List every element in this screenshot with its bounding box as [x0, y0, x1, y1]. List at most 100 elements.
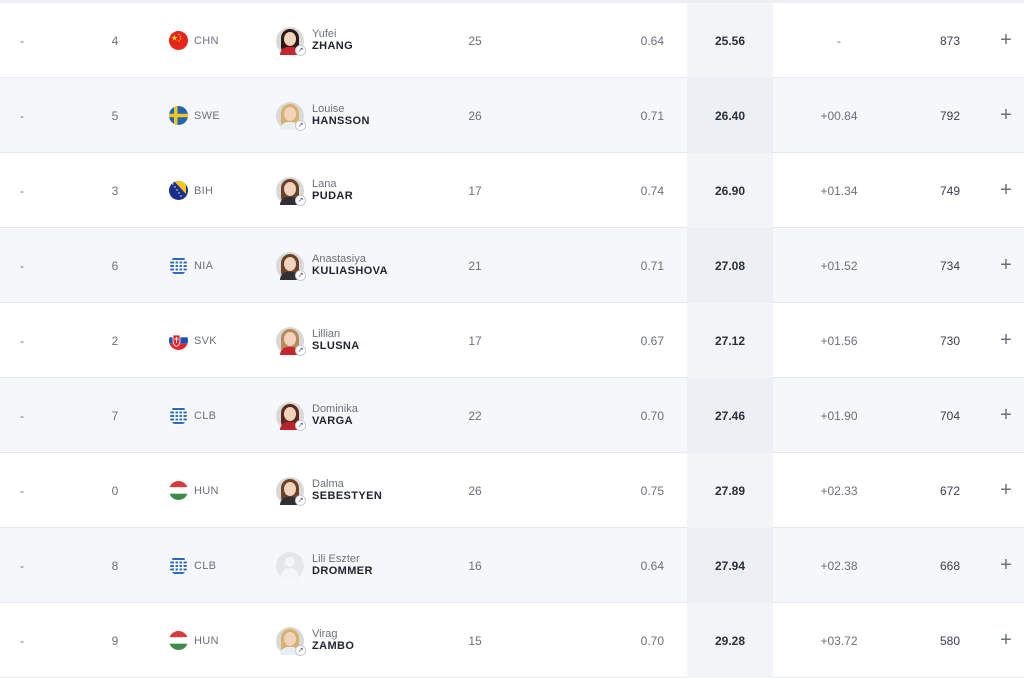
points: 734 [939, 258, 960, 273]
athlete-first-name: Lili Eszter [312, 553, 360, 565]
reaction-time: 0.70 [640, 408, 664, 423]
reaction-time: 0.64 [640, 33, 664, 48]
result-time: 27.94 [687, 528, 773, 603]
profile-link-icon[interactable]: ↗ [295, 494, 306, 506]
expand-row-button[interactable]: + [1000, 404, 1012, 426]
athlete-avatar[interactable]: ↗ [276, 101, 306, 131]
country-code: CHN [194, 34, 219, 47]
profile-link-icon[interactable]: ↗ [295, 119, 306, 131]
expand-row-button[interactable]: + [1000, 554, 1012, 576]
lane: 2 [111, 333, 119, 348]
profile-link-icon[interactable]: ↗ [295, 419, 306, 431]
country-code: NIA [194, 259, 214, 272]
profile-link-icon[interactable]: ↗ [295, 269, 306, 281]
country-code: SVK [194, 334, 217, 347]
table-row[interactable]: - 3 BIH ↗ Lana PUDAR 17 0.74 26.90 +01.34 749 + [0, 153, 1024, 228]
table-row[interactable]: - 8 CLB Lili Eszter DROMMER 16 0.64 27.94 +02.38… [0, 528, 1024, 603]
expand-row-button[interactable]: + [1000, 629, 1012, 651]
athlete-avatar[interactable]: ↗ [276, 176, 306, 206]
profile-link-icon[interactable]: ↗ [295, 194, 306, 206]
table-row[interactable]: QUALIFIED-5SWE↗LouiseHANSSON260.7126.40+… [0, 78, 1024, 153]
time-behind: - [837, 33, 841, 48]
country-code: CLB [194, 559, 217, 572]
athlete-avatar[interactable]: ↗ [276, 476, 306, 506]
athlete-first-name: Louise [312, 103, 345, 115]
expand-row-button[interactable]: + [1000, 29, 1012, 51]
athlete-avatar[interactable]: ↗ [276, 26, 306, 56]
lane: 0 [111, 483, 119, 498]
athlete-name[interactable]: Virag ZAMBO [312, 603, 452, 678]
age: 21 [468, 258, 482, 273]
profile-link-icon[interactable]: ↗ [295, 344, 306, 356]
points: 873 [939, 33, 960, 48]
age: 26 [468, 108, 482, 123]
athlete-name[interactable]: Yufei ZHANG [312, 3, 452, 78]
clb-flag-icon [169, 556, 188, 575]
lane: 4 [111, 33, 119, 48]
age: 17 [468, 183, 482, 198]
athlete-first-name: Lana [312, 178, 337, 190]
athlete-name[interactable]: Louise HANSSON [312, 78, 452, 153]
age: 26 [468, 483, 482, 498]
athlete-last-name: PUDAR [312, 190, 354, 202]
athlete-last-name: VARGA [312, 415, 353, 427]
points: 792 [939, 108, 960, 123]
result-time: 26.90 [687, 153, 773, 228]
rank: - [20, 33, 24, 48]
expand-row-button[interactable]: + [1000, 254, 1012, 276]
reaction-time: 0.71 [640, 258, 664, 273]
expand-row-button[interactable]: + [1000, 179, 1012, 201]
athlete-last-name: KULIASHOVA [312, 265, 388, 277]
expand-row-button[interactable]: + [1000, 104, 1012, 126]
table-row[interactable]: QUALIFIED-4CHN↗YufeiZHANG250.6425.56-873… [0, 3, 1024, 78]
table-row[interactable]: - 2 SVK ↗ Lillian SLUSNA 17 0.67 27.12 +01.56 730 + [0, 303, 1024, 378]
athlete-name[interactable]: Lili Eszter DROMMER [312, 528, 452, 603]
athlete-name[interactable]: Anastasiya KULIASHOVA [312, 228, 452, 303]
athlete-avatar[interactable]: ↗ [276, 326, 306, 356]
athlete-name[interactable]: Lana PUDAR [312, 153, 452, 228]
athlete-name[interactable]: Lillian SLUSNA [312, 303, 452, 378]
athlete-first-name: Virag [312, 628, 338, 640]
time-behind: +03.72 [820, 633, 858, 648]
chn-flag-icon [169, 31, 188, 50]
age: 17 [468, 333, 482, 348]
table-row[interactable]: - 7 CLB ↗ Dominika VARGA 22 0.70 27.46 +01.90 704 + [0, 378, 1024, 453]
lane: 8 [111, 558, 119, 573]
rank: - [20, 633, 24, 648]
time-behind: +02.38 [820, 558, 858, 573]
time-behind: +01.34 [820, 183, 858, 198]
profile-link-icon[interactable]: ↗ [295, 44, 306, 56]
athlete-first-name: Dominika [312, 403, 358, 415]
athlete-avatar[interactable]: ↗ [276, 251, 306, 281]
table-row[interactable]: - 6 NIA ↗ Anastasiya KULIASHOVA 21 0.71 27.08 +01… [0, 228, 1024, 303]
time-behind: +02.33 [820, 483, 858, 498]
result-time: 25.56 [687, 3, 773, 78]
athlete-avatar[interactable]: ↗ [276, 626, 306, 656]
athlete-last-name: DROMMER [312, 565, 373, 577]
reaction-time: 0.74 [640, 183, 664, 198]
athlete-name[interactable]: Dalma SEBESTYEN [312, 453, 452, 528]
athlete-name[interactable]: Dominika VARGA [312, 378, 452, 453]
athlete-first-name: Yufei [312, 28, 337, 40]
reaction-time: 0.71 [640, 108, 664, 123]
result-time: 27.46 [687, 378, 773, 453]
nia-flag-icon [169, 256, 188, 275]
athlete-first-name: Dalma [312, 478, 344, 490]
athlete-avatar[interactable]: ↗ [276, 401, 306, 431]
points: 704 [939, 408, 960, 423]
points: 668 [939, 558, 960, 573]
expand-row-button[interactable]: + [1000, 329, 1012, 351]
points: 672 [939, 483, 960, 498]
expand-row-button[interactable]: + [1000, 479, 1012, 501]
athlete-last-name: SEBESTYEN [312, 490, 383, 502]
table-row[interactable]: - 0 HUN ↗ Dalma SEBESTYEN 26 0.75 27.89 +02.33 672… [0, 453, 1024, 528]
athlete-first-name: Lillian [312, 328, 341, 340]
result-time: 27.08 [687, 228, 773, 303]
profile-link-icon[interactable]: ↗ [295, 644, 306, 656]
table-top-border [0, 0, 1024, 3]
table-row[interactable]: - 9 HUN ↗ Virag ZAMBO 15 0.70 29.28 +03.72 580 + [0, 603, 1024, 678]
country-code: BIH [194, 184, 214, 197]
bih-flag-icon [169, 181, 188, 200]
athlete-last-name: HANSSON [312, 115, 370, 127]
